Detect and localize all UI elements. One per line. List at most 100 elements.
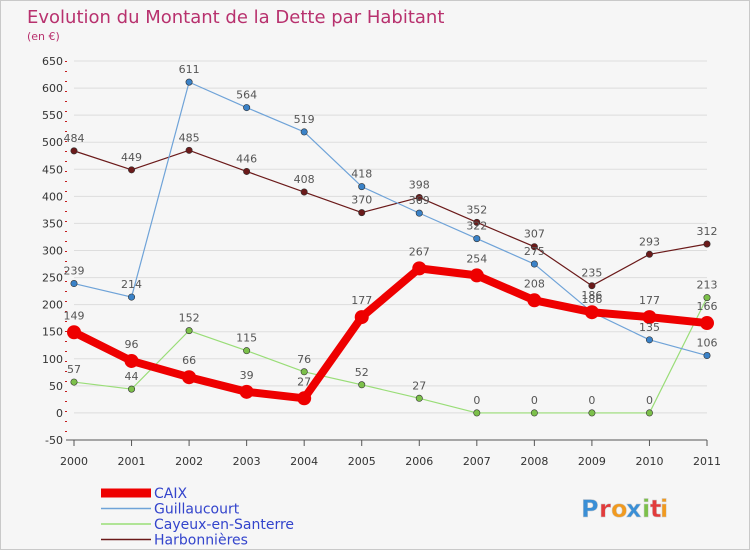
data-label-harbonni-res: 408 xyxy=(294,173,315,186)
data-label-caix: 27 xyxy=(297,375,311,388)
data-point-caix xyxy=(354,310,369,325)
data-point-harbonni-res xyxy=(588,282,596,290)
x-tick-label: 2003 xyxy=(233,455,261,468)
y-tick-label: 550 xyxy=(42,109,63,122)
data-label-caix: 208 xyxy=(524,277,545,290)
data-point-caix xyxy=(239,384,254,399)
y-tick-label: 250 xyxy=(42,272,63,285)
y-tick-label: 300 xyxy=(42,245,63,258)
y-tick-label: 0 xyxy=(56,407,63,420)
data-label-caix: 177 xyxy=(639,294,660,307)
y-tick-label: 400 xyxy=(42,190,63,203)
data-label-caix: 267 xyxy=(409,245,430,258)
y-tick-label: -50 xyxy=(45,434,63,447)
data-label-guillaucourt: 135 xyxy=(639,321,660,334)
legend-label-harbonni-res: Harbonnières xyxy=(154,533,248,549)
data-point-cayeux-en-santerre xyxy=(70,378,78,386)
series-line-caix xyxy=(72,264,708,403)
data-point-guillaucourt xyxy=(128,293,136,301)
data-point-guillaucourt xyxy=(645,336,653,344)
legend: CAIXGuillaucourtCayeux-en-SanterreHarbon… xyxy=(101,486,294,549)
data-point-caix xyxy=(297,391,312,406)
data-label-cayeux-en-santerre: 44 xyxy=(125,370,139,383)
data-point-caix xyxy=(700,316,714,331)
data-label-harbonni-res: 398 xyxy=(409,178,430,191)
data-point-cayeux-en-santerre xyxy=(703,294,711,302)
data-label-harbonni-res: 307 xyxy=(524,228,545,241)
logo-letter: r xyxy=(599,495,611,523)
data-point-caix xyxy=(124,353,139,368)
legend-label-guillaucourt: Guillaucourt xyxy=(154,502,240,518)
logo-letter: x xyxy=(626,495,642,523)
legend-label-caix: CAIX xyxy=(154,486,187,502)
data-point-cayeux-en-santerre xyxy=(645,409,653,417)
data-point-cayeux-en-santerre xyxy=(243,347,251,355)
x-tick-label: 2008 xyxy=(520,455,548,468)
data-point-guillaucourt xyxy=(530,260,538,268)
data-label-cayeux-en-santerre: 0 xyxy=(531,394,538,407)
data-point-harbonni-res xyxy=(415,193,423,201)
data-point-harbonni-res xyxy=(358,209,366,217)
data-label-guillaucourt: 564 xyxy=(236,89,257,102)
data-label-cayeux-en-santerre: 115 xyxy=(236,332,257,345)
y-tick-label: 50 xyxy=(49,380,63,393)
y-tick-label: 200 xyxy=(42,299,63,312)
x-tick-label: 2009 xyxy=(578,455,606,468)
data-label-cayeux-en-santerre: 0 xyxy=(588,394,595,407)
x-tick-label: 2002 xyxy=(175,455,203,468)
data-label-harbonni-res: 484 xyxy=(64,132,85,145)
data-label-cayeux-en-santerre: 76 xyxy=(297,353,311,366)
data-label-caix: 96 xyxy=(125,338,139,351)
data-point-harbonni-res xyxy=(185,146,193,154)
data-point-guillaucourt xyxy=(243,104,251,112)
data-point-caix xyxy=(642,310,657,325)
data-point-cayeux-en-santerre xyxy=(530,409,538,417)
y-tick-label: 650 xyxy=(42,55,63,68)
data-label-caix: 166 xyxy=(697,300,718,313)
data-label-harbonni-res: 449 xyxy=(121,151,142,164)
y-tick-label: 600 xyxy=(42,82,63,95)
data-label-guillaucourt: 214 xyxy=(121,278,142,291)
y-tick-label: 150 xyxy=(42,326,63,339)
logo-letter: i xyxy=(642,495,650,523)
data-label-cayeux-en-santerre: 27 xyxy=(412,379,426,392)
data-label-caix: 149 xyxy=(64,309,85,322)
data-label-guillaucourt: 418 xyxy=(351,168,372,181)
data-label-harbonni-res: 312 xyxy=(697,225,718,238)
data-label-harbonni-res: 293 xyxy=(639,235,660,248)
data-label-caix: 254 xyxy=(466,252,487,265)
x-tick-label: 2004 xyxy=(290,455,318,468)
logo-letter: t xyxy=(650,495,661,523)
y-tick-label: 100 xyxy=(42,353,63,366)
data-label-cayeux-en-santerre: 0 xyxy=(646,394,653,407)
series-layer xyxy=(67,78,714,417)
data-label-guillaucourt: 519 xyxy=(294,113,315,126)
data-label-cayeux-en-santerre: 57 xyxy=(67,363,81,376)
series-line-cayeux-en-santerre xyxy=(73,297,708,414)
grid xyxy=(74,60,707,441)
data-point-guillaucourt xyxy=(415,209,423,217)
data-label-caix: 186 xyxy=(581,289,602,302)
legend-label-cayeux-en-santerre: Cayeux-en-Santerre xyxy=(154,517,294,533)
data-point-caix xyxy=(527,293,542,308)
data-point-caix xyxy=(182,370,197,385)
data-point-harbonni-res xyxy=(243,167,251,175)
logo-letter: P xyxy=(581,495,599,523)
data-label-harbonni-res: 446 xyxy=(236,152,257,165)
data-point-caix xyxy=(584,305,599,320)
data-point-harbonni-res xyxy=(703,240,711,248)
x-tick-label: 2005 xyxy=(348,455,376,468)
data-point-guillaucourt xyxy=(358,183,366,191)
x-tick-label: 2001 xyxy=(118,455,146,468)
data-point-cayeux-en-santerre xyxy=(473,409,481,417)
data-point-harbonni-res xyxy=(70,147,78,155)
data-point-cayeux-en-santerre xyxy=(358,381,366,389)
data-label-guillaucourt: 275 xyxy=(524,245,545,258)
data-label-guillaucourt: 186 xyxy=(581,293,602,306)
data-label-guillaucourt: 322 xyxy=(466,220,487,233)
data-label-guillaucourt: 106 xyxy=(697,337,718,350)
data-point-cayeux-en-santerre xyxy=(300,368,308,376)
data-labels: 484 449 485 446 408 370 398 352 307 235 293 312 57 44… xyxy=(64,63,718,407)
data-label-harbonni-res: 352 xyxy=(466,203,487,216)
